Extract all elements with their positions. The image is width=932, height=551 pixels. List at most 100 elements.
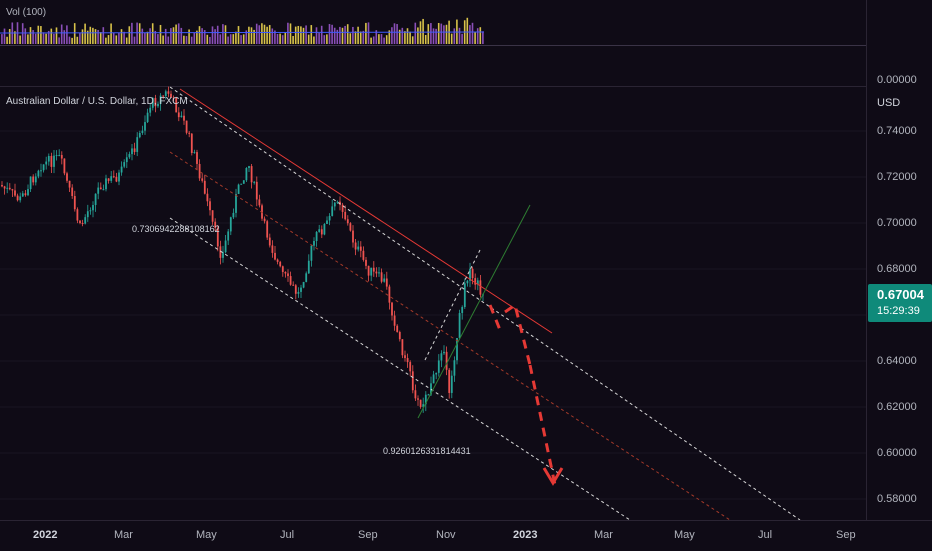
candle-body <box>240 183 243 185</box>
volume-bar <box>235 31 237 44</box>
volume-bar <box>479 27 482 44</box>
candle-body <box>55 155 58 157</box>
volume-bar <box>201 28 203 44</box>
candle-body <box>248 166 250 169</box>
volume-bar <box>300 26 302 44</box>
annotation-label-bottom[interactable]: 0.9260126331814431 <box>383 446 471 456</box>
volume-bar <box>336 29 339 44</box>
candle-body <box>154 98 157 107</box>
candle-body <box>396 325 399 332</box>
volume-bar <box>411 36 414 44</box>
candle-body <box>258 199 261 206</box>
last-price-badge[interactable]: 0.67004 15:29:39 <box>868 284 932 322</box>
volume-bar <box>8 29 11 44</box>
candle-body <box>53 155 55 167</box>
candle-body <box>450 375 453 393</box>
price-tick-7: 0.60000 <box>877 447 917 459</box>
candle-body <box>466 280 469 284</box>
volume-bar <box>435 28 437 44</box>
time-tick-2: May <box>196 529 217 541</box>
volume-bar <box>323 35 326 44</box>
volume-bar <box>29 27 32 44</box>
candle-body <box>19 196 22 201</box>
volume-bar <box>144 32 146 44</box>
candle-body <box>102 189 105 191</box>
volume-bar <box>131 22 133 44</box>
volume-bar <box>274 30 276 44</box>
volume-bar <box>320 25 323 44</box>
candle-body <box>164 91 167 96</box>
candle-body <box>32 176 35 183</box>
candle-body <box>341 204 344 212</box>
volume-bar <box>276 33 279 44</box>
price-tick-3: 0.70000 <box>877 217 917 229</box>
candle-body <box>110 176 113 181</box>
price-tick-6: 0.62000 <box>877 401 917 413</box>
volume-label[interactable]: Vol (100) <box>6 7 47 18</box>
volume-bar <box>362 30 365 44</box>
candle-body <box>336 201 339 203</box>
projection-arrowhead <box>542 467 564 486</box>
volume-bar <box>149 28 151 44</box>
volume-bar <box>437 22 440 44</box>
volume-bar <box>279 33 281 44</box>
volume-bar <box>229 34 232 44</box>
candle-body <box>471 268 474 279</box>
candle-body <box>302 281 305 288</box>
volume-bar <box>248 26 250 44</box>
volume-bar <box>73 23 76 44</box>
volume-bar <box>188 29 190 44</box>
volume-bar <box>107 35 110 44</box>
candle-body <box>84 217 87 224</box>
candle-body <box>188 132 191 134</box>
volume-bar <box>21 23 24 44</box>
volume-bar <box>227 36 229 44</box>
volume-bar <box>372 36 375 44</box>
candle-body <box>123 162 126 167</box>
candle-body <box>79 220 81 223</box>
volume-bar <box>328 24 331 44</box>
volume-bar <box>47 30 50 44</box>
candle-body <box>68 180 71 188</box>
volume-bar <box>352 26 354 44</box>
volume-bar <box>219 34 222 44</box>
candle-body <box>237 184 240 194</box>
volume-bar <box>141 28 144 44</box>
candles <box>1 86 484 413</box>
chart-canvas[interactable] <box>0 0 932 520</box>
volume-bar <box>307 34 310 44</box>
candle-body <box>180 115 183 118</box>
volume-bar <box>66 25 68 44</box>
candle-body <box>253 181 256 183</box>
volume-bar <box>450 33 453 44</box>
symbol-title[interactable]: Australian Dollar / U.S. Dollar, 1D, FXC… <box>6 96 188 107</box>
candle-body <box>198 163 201 179</box>
volume-bar <box>89 26 92 44</box>
volume-bar <box>297 25 300 44</box>
candle-body <box>193 152 196 154</box>
time-axis[interactable]: 2022 Mar May Jul Sep Nov 2023 Mar May Ju… <box>0 520 932 551</box>
volume-bar <box>79 33 81 44</box>
candle-body <box>326 220 328 224</box>
volume-bar <box>378 34 380 44</box>
candle-body <box>58 155 61 157</box>
volume-bar <box>341 27 344 44</box>
volume-bar <box>60 24 63 44</box>
candle-body <box>45 161 48 165</box>
volume-pane[interactable]: Vol (100) <box>0 0 932 48</box>
volume-bar <box>310 25 313 44</box>
candle-body <box>167 91 170 94</box>
candle-body <box>414 390 417 399</box>
candle-body <box>375 271 378 274</box>
candle-body <box>378 272 380 274</box>
volume-bar <box>440 23 443 44</box>
volume-bar <box>3 28 6 44</box>
candle-body <box>162 95 165 97</box>
pane-divider[interactable] <box>0 45 866 46</box>
drawings <box>169 86 801 520</box>
volume-bar <box>42 32 45 44</box>
volume-bar <box>242 34 245 44</box>
channel-upper-line <box>169 86 801 520</box>
volume-bar <box>63 30 66 44</box>
annotation-label-top[interactable]: 0.7306942288108162 <box>132 224 220 234</box>
